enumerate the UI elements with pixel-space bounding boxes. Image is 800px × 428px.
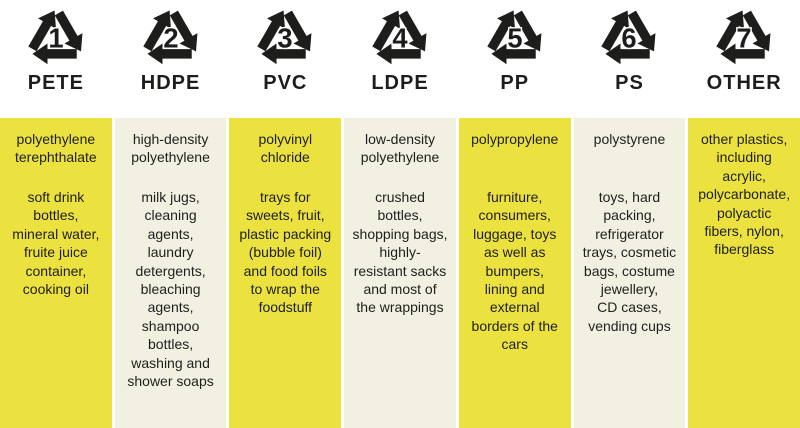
material-items: soft drink bottles, mineral water, fruit… (12, 189, 100, 298)
symbol-area: 6 PS (573, 0, 686, 118)
resin-code-number: 2 (163, 23, 178, 54)
recycling-symbol-4-icon: 4 (366, 2, 434, 68)
column-ps: 6 PS polystyrene toys, hard packing, ref… (573, 0, 686, 428)
material-description: polyvinyl chloride trays for sweets, fru… (229, 118, 342, 428)
recycling-symbol-3-icon: 3 (251, 2, 319, 68)
recycling-symbol-5-icon: 5 (481, 2, 549, 68)
material-description: polypropylene furniture, consumers, lugg… (458, 118, 571, 428)
column-pp: 5 PP polypropylene furniture, consumers,… (458, 0, 571, 428)
resin-code-number: 6 (622, 23, 637, 54)
resin-code-number: 4 (392, 23, 408, 54)
resin-code-number: 7 (737, 23, 752, 54)
column-pete: 1 PETE polyethylene terephthalate soft d… (0, 0, 112, 428)
resin-code-number: 1 (48, 23, 63, 54)
recycling-symbol-1-icon: 1 (22, 2, 90, 68)
recycling-symbol-2-icon: 2 (137, 2, 205, 68)
material-description: polyethylene terephthalate soft drink bo… (0, 118, 112, 428)
symbol-area: 7 OTHER (688, 0, 800, 118)
material-items: furniture, consumers, luggage, toys as w… (471, 189, 558, 353)
material-items: toys, hard packing, refrigerator trays, … (582, 189, 677, 334)
material-description: polystyrene toys, hard packing, refriger… (573, 118, 686, 428)
column-pvc: 3 PVC polyvinyl chloride trays for sweet… (229, 0, 342, 428)
material-name: low-density polyethylene (360, 131, 440, 166)
resin-code-label: PS (615, 72, 644, 94)
material-name: high-density polyethylene (131, 131, 210, 166)
material-description: high-density polyethylene milk jugs, cle… (114, 118, 227, 428)
symbol-area: 5 PP (458, 0, 571, 118)
column-hdpe: 2 HDPE high-density polyethylene milk ju… (114, 0, 227, 428)
material-name: polyvinyl chloride (258, 131, 313, 166)
material-items: trays for sweets, fruit, plastic packing… (239, 189, 332, 316)
material-items: milk jugs, cleaning agents, laundry dete… (127, 189, 214, 390)
recycling-symbol-6-icon: 6 (595, 2, 663, 68)
column-other: 7 OTHER other plastics, including acryli… (688, 0, 800, 428)
resin-code-label: HDPE (140, 72, 201, 94)
material-description: low-density polyethylene crushed bottles… (344, 118, 456, 428)
material-name: other plastics, including acrylic, polyc… (698, 131, 791, 258)
column-ldpe: 4 LDPE low-density polyethylene crushed … (344, 0, 456, 428)
resin-code-label: LDPE (371, 72, 429, 94)
recycling-symbol-7-icon: 7 (710, 2, 778, 68)
resin-code-label: PVC (263, 72, 308, 94)
material-name: polystyrene (593, 131, 666, 147)
material-description: other plastics, including acrylic, polyc… (688, 118, 800, 428)
symbol-area: 4 LDPE (344, 0, 456, 118)
resin-code-label: PP (500, 72, 530, 94)
material-name: polypropylene (471, 131, 559, 147)
symbol-area: 2 HDPE (114, 0, 227, 118)
symbol-area: 3 PVC (229, 0, 342, 118)
material-name: polyethylene terephthalate (14, 131, 97, 166)
resin-code-label: PETE (27, 72, 84, 94)
resin-code-number: 5 (507, 23, 522, 54)
resin-code-number: 3 (278, 23, 293, 54)
symbol-area: 1 PETE (0, 0, 112, 118)
resin-code-label: OTHER (706, 72, 782, 94)
material-items: crushed bottles, shopping bags, highly- … (352, 189, 448, 316)
